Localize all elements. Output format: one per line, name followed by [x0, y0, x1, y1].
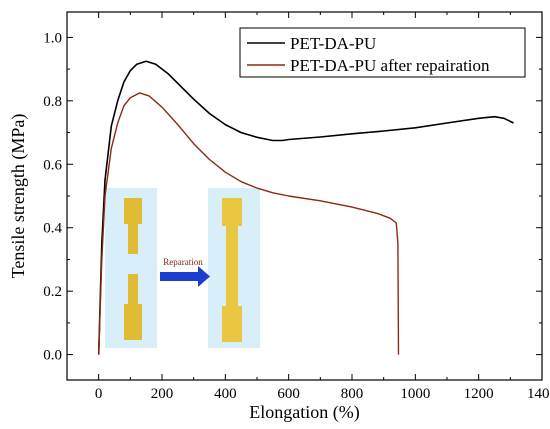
- series-line-2: [98, 92, 400, 355]
- reparation-arrow-head: [198, 266, 210, 287]
- x-tick-label: 400: [214, 386, 237, 402]
- inset-photo: Reparation: [105, 188, 260, 348]
- legend-box: [239, 27, 526, 78]
- reparation-arrow-shaft: [160, 272, 202, 281]
- annotation-reparation: Reparation: [163, 257, 203, 267]
- y-axis-label: Tensile strength (MPa): [8, 114, 29, 279]
- legend: PET-DA-PU PET-DA-PU after repairation: [239, 27, 526, 78]
- y-tick-label: 1.0: [43, 30, 62, 46]
- y-tick-label: 0.8: [43, 94, 62, 110]
- y-tick-label: 0.6: [43, 157, 62, 173]
- series-line-1: [97, 60, 514, 355]
- y-tick-label: 0.4: [43, 221, 62, 237]
- specimen-repaired: [222, 198, 242, 342]
- y-tick-label: 0.0: [43, 348, 62, 364]
- specimen-broken-bottom: [124, 274, 142, 340]
- specimen-broken-top: [124, 198, 142, 254]
- x-tick-label: 800: [341, 386, 364, 402]
- x-axis-label: Elongation (%): [249, 402, 359, 423]
- x-tick-label: 1200: [464, 386, 494, 402]
- x-tick-label: 0: [95, 386, 103, 402]
- x-tick-label: 200: [151, 386, 174, 402]
- x-tick-label: 600: [277, 386, 300, 402]
- y-tick-label: 0.2: [43, 284, 62, 300]
- legend-label-2: PET-DA-PU after repairation: [290, 56, 490, 75]
- legend-label-1: PET-DA-PU: [290, 34, 376, 53]
- series-group: [97, 60, 514, 355]
- x-tick-label: 1000: [400, 386, 430, 402]
